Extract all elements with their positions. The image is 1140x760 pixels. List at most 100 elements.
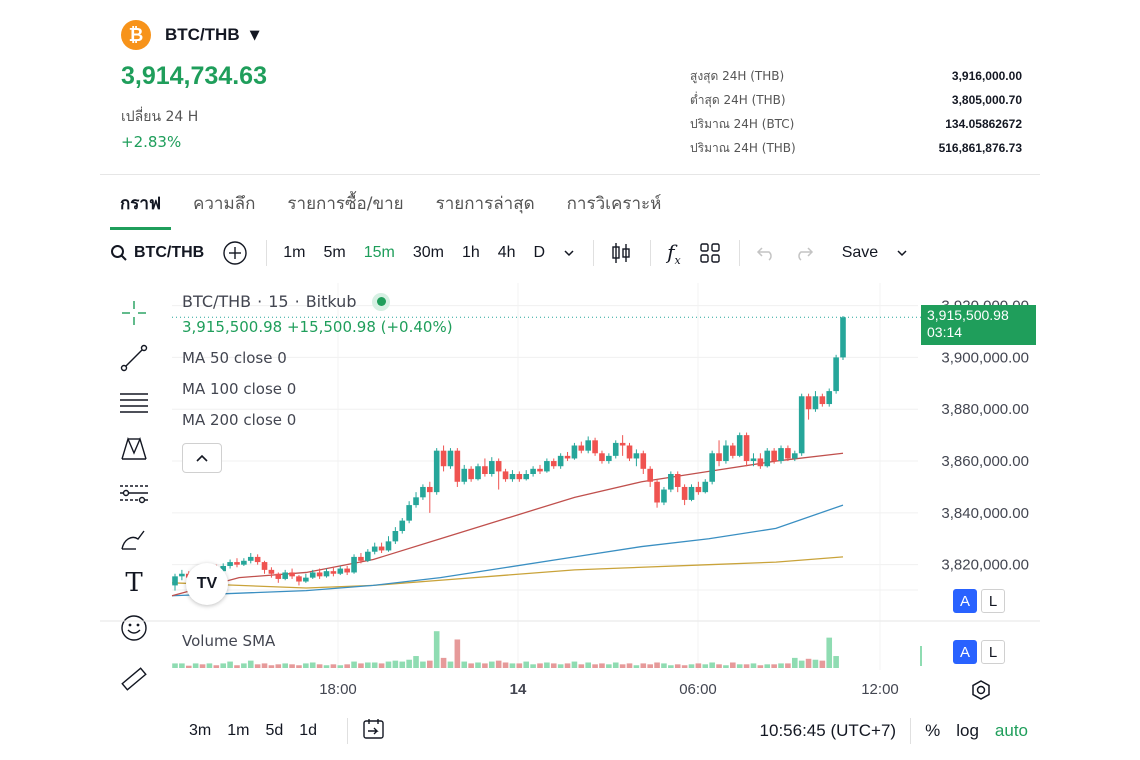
legend-ma50[interactable]: MA 50 close 0 [182, 349, 287, 367]
range-1d[interactable]: 1d [299, 722, 318, 739]
volume-bar [537, 663, 543, 668]
compare-button[interactable] [222, 240, 248, 266]
candle-body [709, 453, 715, 482]
candle-body [778, 448, 784, 462]
collapse-legend-button[interactable] [182, 443, 222, 473]
interval-d[interactable]: D [533, 244, 546, 261]
candle-body [592, 440, 598, 454]
fibonacci-icon [120, 392, 148, 413]
legend-ma100[interactable]: MA 100 close 0 [182, 380, 297, 398]
volume-bar [192, 663, 199, 668]
chevron-up-icon [196, 454, 208, 462]
y-tick-label: 3,860,000.00 [941, 453, 1029, 470]
crosshair-tool[interactable] [112, 290, 156, 335]
volume-bar [206, 663, 213, 668]
tab-recent-trades[interactable]: รายการล่าสุด [435, 194, 535, 214]
price-scale-mode: A L [953, 589, 1005, 613]
candle-body [241, 560, 247, 565]
volume-bar [654, 662, 660, 668]
emoji-tool[interactable] [112, 605, 156, 650]
ruler-tool[interactable] [112, 656, 156, 701]
volume-bar [440, 657, 447, 668]
last-price-tag: 3,915,500.98 03:14 [921, 305, 1036, 345]
range-5d[interactable]: 5d [265, 722, 284, 739]
volume-bar [454, 639, 461, 668]
pair-selector[interactable]: ₿ BTC/THB ▼ [121, 20, 260, 50]
interval-1m[interactable]: 1m [283, 244, 306, 261]
log-scale-button[interactable]: L [981, 640, 1005, 664]
candle-body [571, 445, 578, 459]
candle-body [695, 486, 702, 493]
volume-bar [371, 662, 378, 668]
percent-toggle[interactable]: % [925, 721, 941, 740]
interval-4h[interactable]: 4h [497, 244, 516, 261]
interval-5m[interactable]: 5m [323, 244, 346, 261]
candle-body [351, 556, 357, 573]
range-3m[interactable]: 3m [189, 722, 212, 739]
volume-bar [798, 660, 805, 668]
volume-bar [179, 663, 185, 668]
layout-icon [700, 243, 720, 263]
volume-bar [709, 662, 715, 668]
candle-body [626, 445, 633, 459]
volume-bar [516, 663, 523, 668]
forecast-tool[interactable] [112, 470, 156, 515]
tradingview-logo[interactable]: TV [186, 563, 228, 605]
candle-body [399, 520, 406, 531]
volume-bar [482, 663, 488, 668]
x-tick-label: 12:00 [861, 681, 899, 698]
text-tool[interactable]: T [112, 560, 156, 605]
indicators-icon: fx [667, 239, 681, 267]
settings-button[interactable] [970, 679, 992, 705]
tab-orderbook[interactable]: รายการซื้อ/ขาย [287, 194, 404, 214]
auto-scale-button[interactable]: A [953, 589, 977, 613]
tab-analysis[interactable]: การวิเคราะห์ [566, 194, 662, 214]
interval-30m[interactable]: 30m [412, 244, 444, 261]
tab-chart[interactable]: กราฟ [110, 188, 172, 230]
candles-icon [612, 243, 630, 263]
symbol-search[interactable]: BTC/THB [110, 244, 204, 262]
chart-type-button[interactable] [610, 241, 632, 265]
interval-15m[interactable]: 15m [363, 244, 395, 261]
volume-bar [730, 662, 736, 668]
legend-ma200[interactable]: MA 200 close 0 [182, 411, 297, 429]
volume-legend[interactable]: Volume SMA [182, 632, 276, 650]
interval-1h[interactable]: 1h [461, 244, 480, 261]
candle-body [447, 450, 454, 467]
auto-scale-button[interactable]: A [953, 640, 977, 664]
add-icon [223, 241, 247, 265]
goto-date-button[interactable] [362, 717, 386, 746]
trendline-tool[interactable] [112, 335, 156, 380]
interval-dropdown[interactable] [563, 247, 575, 259]
save-dropdown[interactable] [896, 247, 908, 259]
pattern-icon [121, 436, 147, 460]
clock-timezone[interactable]: 10:56:45 (UTC+7) [759, 721, 897, 740]
volume-marker [920, 646, 922, 666]
range-1m[interactable]: 1m [227, 722, 250, 739]
layout-button[interactable] [699, 242, 721, 264]
fib-tool[interactable] [112, 380, 156, 425]
volume-bar [833, 656, 839, 668]
pair-label: BTC/THB [165, 25, 240, 44]
stat-label: ต่ำสุด 24H (THB) [690, 92, 786, 107]
indicators-button[interactable]: fx [667, 240, 681, 267]
volume-bar [592, 664, 598, 668]
candle-body [606, 455, 612, 462]
save-button[interactable]: Save [841, 244, 879, 261]
volume-bar [420, 661, 426, 668]
caret-down-icon[interactable]: ▼ [249, 27, 260, 43]
legend-separator: · [294, 292, 300, 311]
auto-toggle[interactable]: auto [994, 721, 1028, 740]
log-toggle[interactable]: log [956, 721, 979, 740]
candle-body [612, 442, 619, 456]
redo-button[interactable] [794, 245, 814, 261]
stat-row: ปริมาณ 24H (BTC) 134.05862672 [690, 112, 1022, 136]
undo-button[interactable] [756, 245, 776, 261]
pattern-tool[interactable] [112, 425, 156, 470]
tab-depth[interactable]: ความลึก [193, 194, 256, 214]
candle-body [723, 445, 729, 462]
brush-tool[interactable] [112, 515, 156, 560]
log-scale-button[interactable]: L [981, 589, 1005, 613]
candle-body [523, 474, 530, 480]
